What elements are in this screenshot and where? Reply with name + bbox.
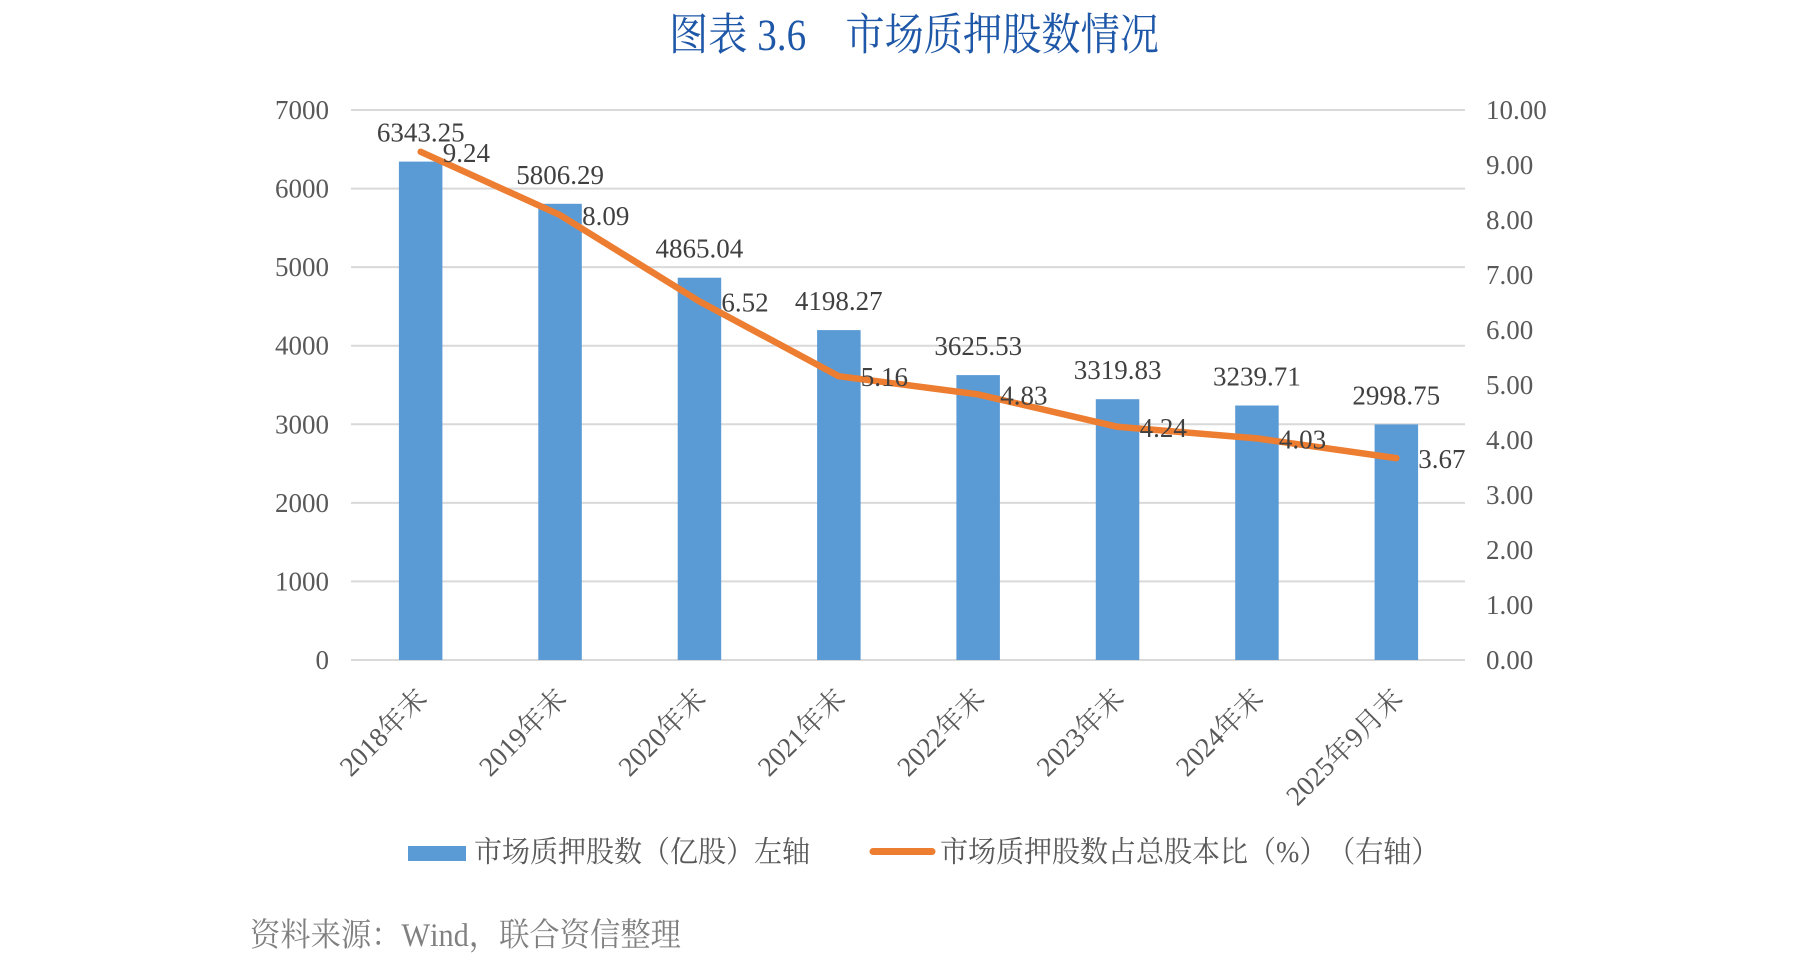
svg-text:7000: 7000 bbox=[275, 95, 329, 125]
svg-text:4.00: 4.00 bbox=[1486, 425, 1533, 455]
svg-text:3239.71: 3239.71 bbox=[1213, 362, 1301, 392]
svg-text:9.24: 9.24 bbox=[443, 138, 491, 168]
svg-text:2000: 2000 bbox=[275, 488, 329, 518]
svg-text:4.83: 4.83 bbox=[1000, 380, 1047, 410]
svg-text:3000: 3000 bbox=[275, 409, 329, 439]
svg-text:1.00: 1.00 bbox=[1486, 590, 1533, 620]
svg-text:6.52: 6.52 bbox=[721, 287, 768, 317]
svg-text:3625.53: 3625.53 bbox=[934, 331, 1022, 361]
svg-text:4865.04: 4865.04 bbox=[656, 234, 744, 264]
svg-text:5806.29: 5806.29 bbox=[516, 160, 604, 190]
svg-text:9.00: 9.00 bbox=[1486, 150, 1533, 180]
svg-text:8.09: 8.09 bbox=[582, 201, 629, 231]
svg-text:1000: 1000 bbox=[275, 566, 329, 596]
svg-text:5.16: 5.16 bbox=[861, 362, 908, 392]
svg-text:2998.75: 2998.75 bbox=[1352, 380, 1440, 410]
svg-text:8.00: 8.00 bbox=[1486, 205, 1533, 235]
svg-text:10.00: 10.00 bbox=[1486, 95, 1547, 125]
svg-text:3319.83: 3319.83 bbox=[1074, 355, 1162, 385]
svg-text:5.00: 5.00 bbox=[1486, 370, 1533, 400]
svg-text:4.24: 4.24 bbox=[1140, 413, 1188, 443]
svg-text:4198.27: 4198.27 bbox=[795, 286, 883, 316]
svg-text:2.00: 2.00 bbox=[1486, 535, 1533, 565]
svg-text:6.00: 6.00 bbox=[1486, 315, 1533, 345]
svg-text:4000: 4000 bbox=[275, 331, 329, 361]
svg-text:3.00: 3.00 bbox=[1486, 480, 1533, 510]
svg-text:5000: 5000 bbox=[275, 252, 329, 282]
svg-text:3.67: 3.67 bbox=[1418, 444, 1465, 474]
svg-text:7.00: 7.00 bbox=[1486, 260, 1533, 290]
svg-text:6000: 6000 bbox=[275, 174, 329, 204]
svg-text:4.03: 4.03 bbox=[1279, 424, 1326, 454]
svg-text:6343.25: 6343.25 bbox=[377, 118, 465, 148]
svg-text:0.00: 0.00 bbox=[1486, 645, 1533, 675]
svg-text:0: 0 bbox=[316, 645, 330, 675]
